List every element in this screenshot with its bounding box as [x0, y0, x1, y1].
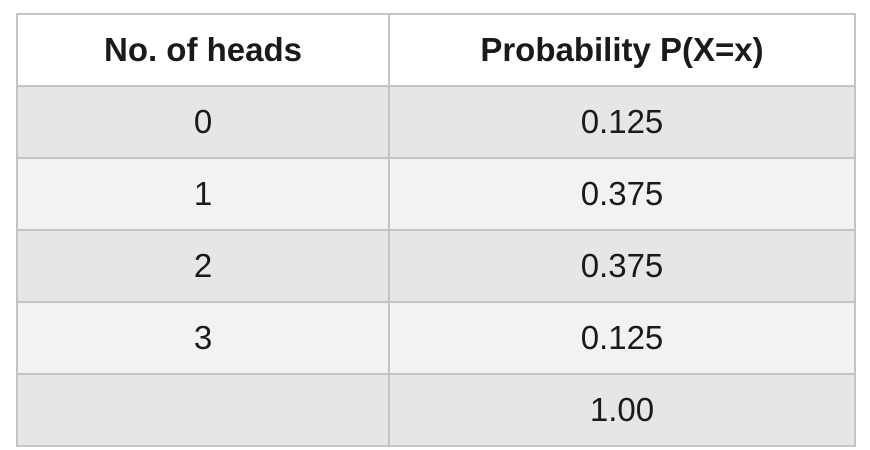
cell-probability: 0.125: [388, 301, 856, 375]
probability-table-container: No. of heads Probability P(X=x) 0 0.125 …: [16, 13, 856, 447]
cell-heads-total: [16, 373, 390, 447]
cell-heads: 1: [16, 157, 390, 231]
table-row: 3 0.125: [16, 301, 856, 375]
total-row: 1.00: [16, 373, 856, 447]
cell-probability: 0.125: [388, 85, 856, 159]
table-row: 1 0.375: [16, 157, 856, 231]
cell-heads: 3: [16, 301, 390, 375]
probability-table: No. of heads Probability P(X=x) 0 0.125 …: [16, 13, 856, 447]
cell-probability-total: 1.00: [388, 373, 856, 447]
cell-probability: 0.375: [388, 229, 856, 303]
table-row: 2 0.375: [16, 229, 856, 303]
header-probability: Probability P(X=x): [388, 13, 856, 87]
table-row: 0 0.125: [16, 85, 856, 159]
cell-heads: 0: [16, 85, 390, 159]
cell-heads: 2: [16, 229, 390, 303]
header-heads: No. of heads: [16, 13, 390, 87]
cell-probability: 0.375: [388, 157, 856, 231]
header-row: No. of heads Probability P(X=x): [16, 13, 856, 87]
